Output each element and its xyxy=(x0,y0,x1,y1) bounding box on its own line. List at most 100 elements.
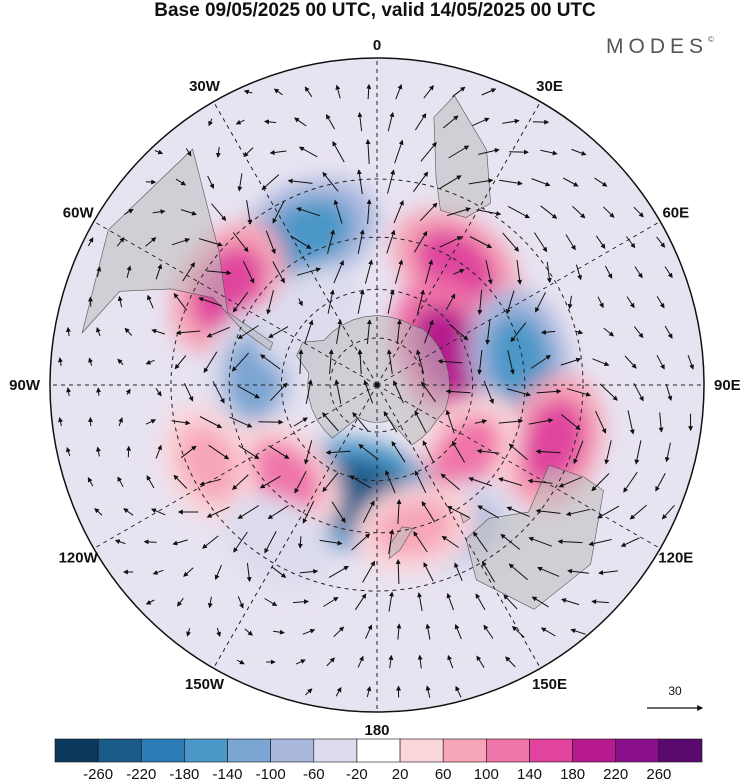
wind-arrow xyxy=(332,141,345,163)
wind-arrow xyxy=(184,383,194,402)
wind-arrow xyxy=(560,414,581,431)
wind-arrow xyxy=(304,319,314,344)
wind-arrow xyxy=(246,200,253,225)
wind-arrow xyxy=(599,383,618,401)
wind-arrow xyxy=(423,85,434,99)
colorbar-tick-label: 20 xyxy=(392,766,409,783)
wind-arrow xyxy=(235,119,245,125)
wind-arrow xyxy=(485,260,493,285)
wind-arrow xyxy=(174,355,187,370)
wind-arrow xyxy=(481,561,496,583)
wind-arrow xyxy=(395,83,403,100)
wind-arrow xyxy=(172,539,188,546)
wind-arrow xyxy=(357,289,365,314)
wind-arrow xyxy=(396,623,402,640)
wind-arrow xyxy=(366,686,372,698)
wind-arrow xyxy=(441,535,459,548)
wind-arrow xyxy=(387,169,396,194)
wind-arrow xyxy=(664,266,673,279)
longitude-label: 120W xyxy=(59,550,99,567)
wind-arrow xyxy=(634,266,643,279)
south-pole-marker xyxy=(374,382,380,388)
colorbar-tick-label: 100 xyxy=(474,766,499,783)
wind-arrow xyxy=(290,235,312,249)
wind-arrow xyxy=(273,88,283,96)
wind-arrow xyxy=(385,469,396,494)
wind-arrow xyxy=(658,412,664,433)
colorbar-ticks: -260 -220 -180 -140 -100 -60 -20 20 60 100 140 180 2… xyxy=(83,766,671,783)
wind-arrow xyxy=(531,596,549,608)
longitude-labels: 0 30E 60E 90E 120E 150E 180 150W 120W 90W 60W 30W xyxy=(9,37,741,739)
wind-arrow xyxy=(419,202,438,222)
wind-arrow xyxy=(420,141,437,162)
wind-arrow xyxy=(302,628,316,635)
wind-arrow xyxy=(664,325,673,339)
wind-arrow xyxy=(633,383,644,402)
wind-arrow xyxy=(395,559,401,585)
wind-arrow xyxy=(232,474,249,490)
latitude-circle xyxy=(280,288,474,482)
wind-arrow xyxy=(454,562,463,581)
wind-arrow xyxy=(387,289,395,314)
wind-arrow xyxy=(357,229,365,254)
wind-arrow xyxy=(215,146,221,158)
brand-text: MODES xyxy=(606,35,709,58)
wind-arrow xyxy=(351,533,371,551)
wind-arrow xyxy=(58,417,63,427)
colorbar-tick-label: 180 xyxy=(560,766,585,783)
colorbar-swatch xyxy=(270,738,315,763)
longitude-label: 60W xyxy=(63,205,95,222)
wind-arrow xyxy=(363,379,374,404)
wind-arrow xyxy=(299,569,319,574)
wind-arrow xyxy=(477,350,483,375)
wind-arrow xyxy=(296,267,322,276)
antarctica xyxy=(296,315,450,446)
wind-arrow xyxy=(421,381,436,403)
wind-arrow xyxy=(469,236,493,248)
wind-arrow xyxy=(333,626,345,638)
wind-arrow xyxy=(155,388,162,397)
wind-arrow xyxy=(116,237,125,247)
wind-arrow xyxy=(334,379,342,404)
wind-arrow xyxy=(322,472,339,493)
wind-arrow xyxy=(413,230,428,253)
wind-arrow xyxy=(565,234,576,251)
wind-arrow xyxy=(364,259,373,284)
longitude-label: 180 xyxy=(364,722,389,739)
wind-arrow xyxy=(437,358,463,364)
wind-arrow xyxy=(268,326,289,338)
wind-arrow xyxy=(687,355,694,370)
wind-arrow xyxy=(594,177,608,187)
wind-arrow xyxy=(304,86,313,98)
longitude-label: 60E xyxy=(662,205,689,222)
wind-arrow xyxy=(557,539,583,545)
wind-arrow xyxy=(180,209,197,216)
wind-arrow xyxy=(591,473,610,492)
wind-arrow xyxy=(268,445,290,459)
colorbar-swatch xyxy=(486,738,530,763)
wind-arrow xyxy=(264,119,277,125)
wind-arrow xyxy=(336,319,343,344)
wind-arrow xyxy=(661,504,675,520)
wind-arrow xyxy=(335,686,342,697)
wind-arrow xyxy=(293,117,307,127)
wind-arrow xyxy=(498,477,523,486)
wind-arrow xyxy=(626,236,636,249)
wind-arrow xyxy=(143,539,157,545)
wind-arrow xyxy=(335,84,341,99)
wind-arrow xyxy=(264,531,277,554)
wind-arrow xyxy=(366,199,372,225)
wind-arrow xyxy=(603,327,615,337)
wind-arrow xyxy=(440,175,462,189)
colorbar-tick-label: -100 xyxy=(256,766,286,783)
wind-arrow xyxy=(182,262,195,282)
wind-arrow xyxy=(126,445,132,458)
wind-arrow xyxy=(296,207,321,217)
wind-arrow xyxy=(537,566,560,577)
wind-arrow xyxy=(171,238,191,246)
wind-arrow xyxy=(152,209,166,215)
wind-arrow xyxy=(440,473,461,491)
wind-arrow xyxy=(417,654,423,669)
wind-arrow xyxy=(238,444,260,460)
